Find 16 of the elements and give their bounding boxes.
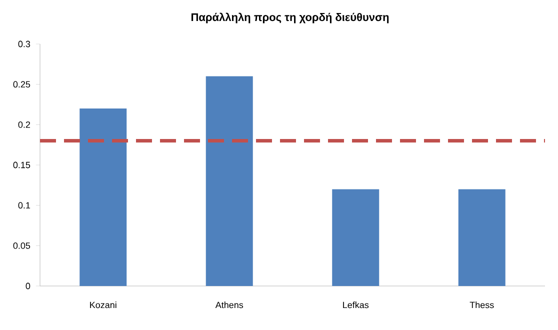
y-tick-label: 0.25 [13,81,30,88]
y-tick-label: 0.1 [18,202,30,209]
y-tick-label: 0.3 [18,40,30,48]
x-tick-label: Kozani [90,302,116,308]
bar [80,108,127,286]
chart-title: Παράλληλη προς τη χορδή διεύθυνση [191,12,389,24]
bar [458,189,506,286]
y-tick-label: 0.05 [13,242,30,249]
bar [206,76,253,286]
x-tick-label: Lefkas [343,302,369,308]
x-tick-label: Athens [215,302,244,308]
y-tick-label: 0 [26,282,30,290]
y-tick-label: 0.15 [13,162,30,168]
bar [332,189,380,286]
y-tick-label: 0.2 [18,121,30,128]
x-tick-label: Thess [470,302,494,308]
